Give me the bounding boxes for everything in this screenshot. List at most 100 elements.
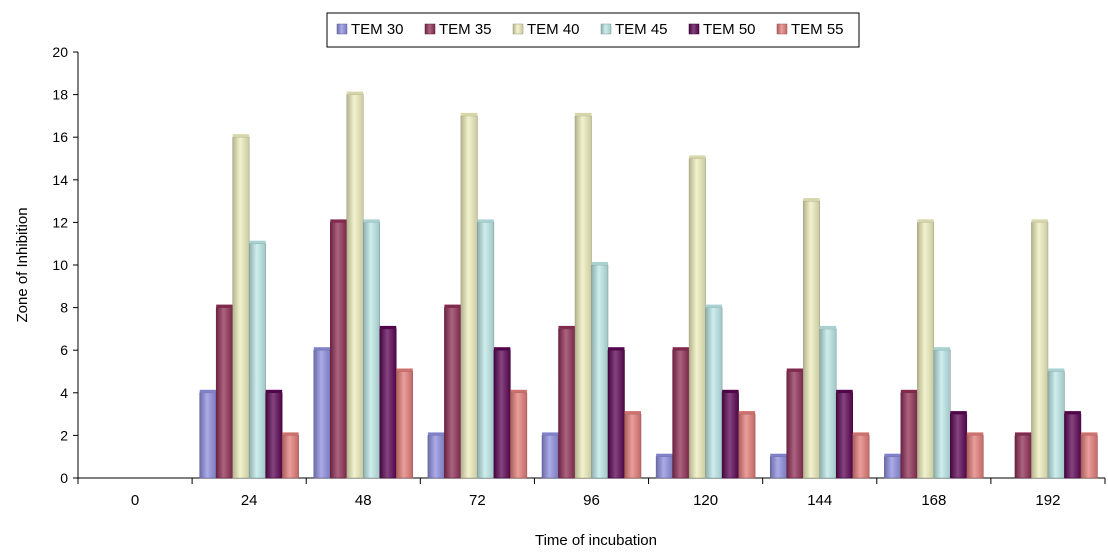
bar-top-cap xyxy=(656,453,673,457)
bar-top-cap xyxy=(249,240,266,244)
bar xyxy=(900,392,918,479)
bar xyxy=(738,413,756,479)
y-tick-label: 10 xyxy=(52,257,68,273)
bar-top-cap xyxy=(722,389,739,393)
x-tick-label: 48 xyxy=(355,492,372,509)
legend-label: TEM 35 xyxy=(439,21,492,38)
bar xyxy=(1031,222,1049,479)
bar xyxy=(607,349,625,479)
bar-top-cap xyxy=(558,325,575,329)
bar-top-cap xyxy=(900,389,918,393)
bar-top-cap xyxy=(950,411,967,415)
bar-top-cap xyxy=(444,304,461,308)
bar-top-cap xyxy=(346,91,364,95)
bar xyxy=(444,307,462,479)
bar xyxy=(427,435,445,479)
y-tick-label: 6 xyxy=(60,342,68,358)
bar-top-cap xyxy=(1031,219,1048,223)
bar-top-cap xyxy=(803,198,820,202)
bar-top-cap xyxy=(819,325,837,329)
bar xyxy=(624,413,642,479)
legend-swatch xyxy=(688,23,700,35)
bar xyxy=(281,435,299,479)
x-tick-label: 24 xyxy=(241,492,258,509)
bar xyxy=(1047,371,1065,479)
legend-label: TEM 30 xyxy=(351,21,404,38)
bar xyxy=(591,264,609,479)
x-tick-label: 192 xyxy=(1035,492,1060,509)
bar-top-cap xyxy=(738,411,756,415)
legend-swatch xyxy=(512,23,524,35)
bar-top-cap xyxy=(917,219,934,223)
x-axis-label: Time of incubation xyxy=(535,532,657,548)
legend-swatch xyxy=(424,23,436,35)
bar xyxy=(1080,435,1098,479)
bar-top-cap xyxy=(608,347,625,351)
x-tick-label: 120 xyxy=(693,492,718,509)
y-tick-label: 18 xyxy=(52,87,68,103)
bar xyxy=(852,435,870,479)
bar-top-cap xyxy=(624,411,641,415)
bar xyxy=(510,392,528,479)
bar-top-cap xyxy=(1080,432,1098,436)
bar-top-cap xyxy=(689,155,706,159)
bar xyxy=(786,371,804,479)
bar-top-cap xyxy=(265,389,283,393)
bar-top-cap xyxy=(1047,368,1065,372)
legend-swatch xyxy=(600,23,612,35)
legend-label: TEM 50 xyxy=(703,21,756,38)
y-tick-label: 0 xyxy=(60,470,68,486)
bar-top-cap xyxy=(427,432,445,436)
bar xyxy=(215,307,233,479)
bar-top-cap xyxy=(477,219,494,223)
bar-top-cap xyxy=(216,304,233,308)
bar xyxy=(460,115,478,479)
bar xyxy=(688,158,706,479)
bar-top-cap xyxy=(884,453,901,457)
legend: TEM 30 TEM 35 TEM 40 TEM 45 TEM 50 TEM 55 xyxy=(326,12,860,48)
bar-top-cap xyxy=(672,347,690,351)
bar-top-cap xyxy=(1014,432,1032,436)
bar-top-cap xyxy=(966,432,984,436)
bar xyxy=(802,200,820,479)
bar xyxy=(769,456,787,479)
legend-label: TEM 40 xyxy=(527,21,580,38)
bar xyxy=(558,328,576,479)
bar-top-cap xyxy=(232,134,250,138)
bar-top-cap xyxy=(933,347,951,351)
bar xyxy=(721,392,739,479)
bar xyxy=(819,328,837,479)
bar xyxy=(379,328,397,479)
bars xyxy=(199,91,1098,479)
bar xyxy=(933,349,951,479)
bar xyxy=(330,222,348,479)
bar xyxy=(265,392,283,479)
bar xyxy=(966,435,984,479)
bar xyxy=(1064,413,1082,479)
bar-top-cap xyxy=(363,219,380,223)
bar xyxy=(346,94,364,479)
x-tick-label: 96 xyxy=(583,492,600,509)
bar xyxy=(477,222,495,479)
bar-top-cap xyxy=(575,112,592,116)
bar-top-cap xyxy=(396,368,413,372)
legend-swatch xyxy=(776,23,788,35)
legend-label: TEM 45 xyxy=(615,21,668,38)
bar xyxy=(363,222,381,479)
bar xyxy=(884,456,902,479)
y-tick-label: 4 xyxy=(60,385,68,401)
y-tick-label: 12 xyxy=(52,214,68,230)
bar-top-cap xyxy=(510,389,527,393)
bar xyxy=(232,136,250,479)
x-tick-label: 0 xyxy=(131,492,139,509)
bar xyxy=(248,243,266,479)
bar-top-cap xyxy=(852,432,870,436)
bar xyxy=(313,349,331,479)
bar-top-cap xyxy=(836,389,853,393)
legend-box xyxy=(326,12,860,48)
bar xyxy=(835,392,853,479)
bar xyxy=(1014,435,1032,479)
bar xyxy=(705,307,723,479)
